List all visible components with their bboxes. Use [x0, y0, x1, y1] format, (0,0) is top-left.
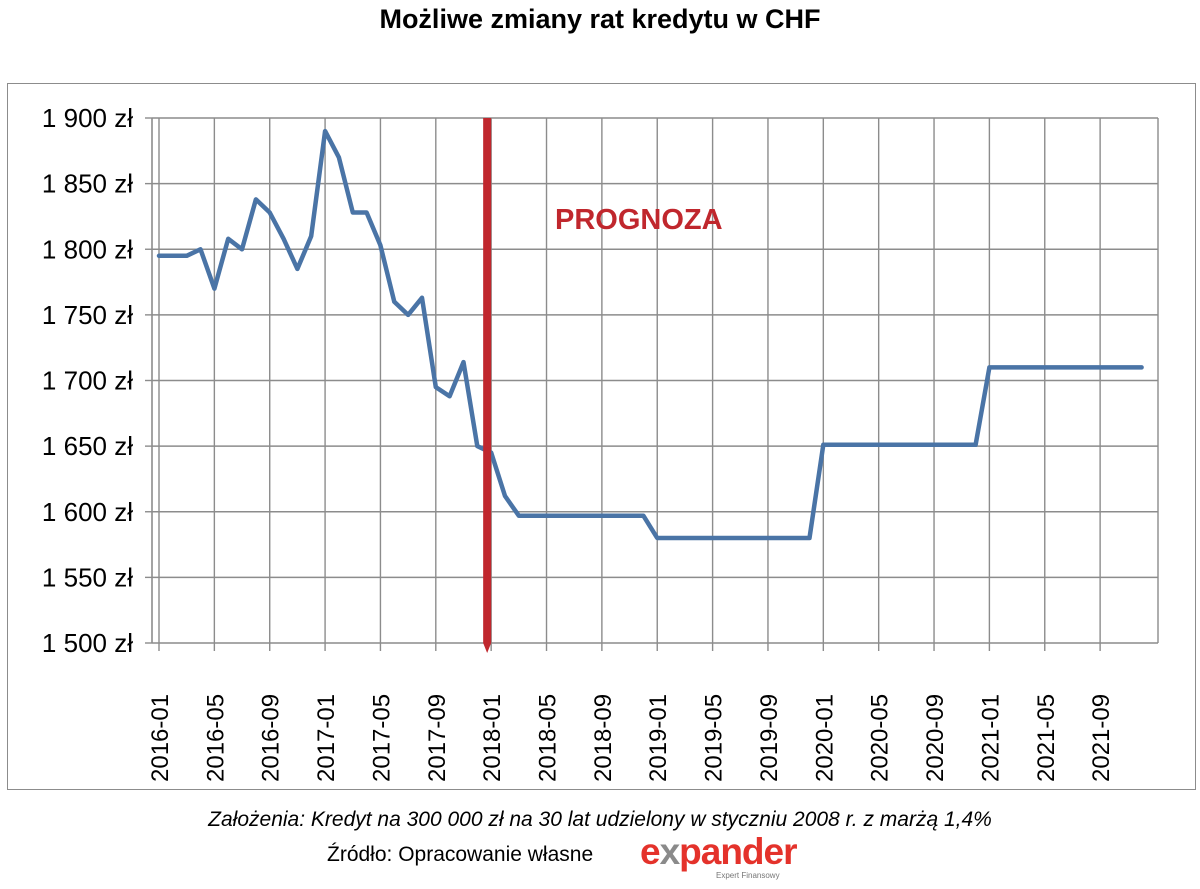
logo-tagline: Expert Finansowy [716, 871, 780, 880]
x-axis-tick-labels: 2016-01 2016-05 2016-09 2017-01 2017-05 2017-… [147, 694, 1115, 782]
gridlines [152, 117, 1159, 643]
logo-wordmark-part: e [640, 831, 661, 872]
series [156, 128, 1144, 541]
y-axis-tick-labels: 1 500 zł 1 550 zł 1 600 zł 1 650 zł 1 700 zł… [42, 103, 133, 658]
x-tick-label: 2016-09 [258, 694, 285, 782]
x-tick-label: 2021-09 [1088, 694, 1115, 782]
x-tick-label: 2019-09 [756, 694, 783, 782]
assumptions-note: Założenia: Kredyt na 300 000 zł na 30 la… [208, 808, 992, 831]
x-tick-label: 2021-05 [1033, 694, 1060, 782]
forecast-annotation: PROGNOZA [483, 118, 723, 653]
x-tick-label: 2019-05 [701, 694, 728, 782]
y-tick-label: 1 800 zł [42, 234, 133, 264]
x-tick-label: 2019-01 [645, 694, 672, 782]
x-tick-label: 2017-09 [424, 694, 451, 782]
x-tick-label: 2020-05 [867, 694, 894, 782]
y-tick-label: 1 500 zł [42, 628, 133, 658]
expander-logo: expander Expert Finansowy [640, 832, 805, 884]
logo-wordmark-part: x [659, 831, 681, 872]
x-tick-label: 2020-01 [811, 694, 838, 782]
logo-wordmark-part: pander [679, 831, 797, 872]
x-tick-label: 2018-01 [479, 694, 506, 782]
y-tick-label: 1 750 zł [42, 300, 133, 330]
x-tick-label: 2018-05 [535, 694, 562, 782]
y-tick-label: 1 700 zł [42, 366, 133, 396]
y-tick-label: 1 550 zł [42, 562, 133, 592]
y-tick-label: 1 850 zł [42, 169, 133, 199]
axes [145, 117, 1158, 651]
y-tick-label: 1 600 zł [42, 497, 133, 527]
x-tick-label: 2016-05 [202, 694, 229, 782]
chart-frame [7, 83, 1196, 790]
y-tick-label: 1 900 zł [42, 103, 133, 133]
x-tick-label: 2018-09 [590, 694, 617, 782]
x-tick-label: 2021-01 [977, 694, 1004, 782]
x-tick-label: 2017-01 [313, 694, 340, 782]
y-tick-label: 1 650 zł [42, 431, 133, 461]
forecast-label: PROGNOZA [555, 204, 723, 236]
source-note: Źródło: Opracowanie własne [327, 843, 594, 866]
chart-title: Możliwe zmiany rat kredytu w CHF [379, 4, 821, 34]
logo-wordmark: expander [640, 832, 805, 872]
x-tick-label: 2017-05 [368, 694, 395, 782]
x-tick-label: 2016-01 [147, 694, 174, 782]
series-line [156, 128, 1144, 541]
x-tick-label: 2020-09 [922, 694, 949, 782]
forecast-divider-arrow [483, 643, 492, 653]
